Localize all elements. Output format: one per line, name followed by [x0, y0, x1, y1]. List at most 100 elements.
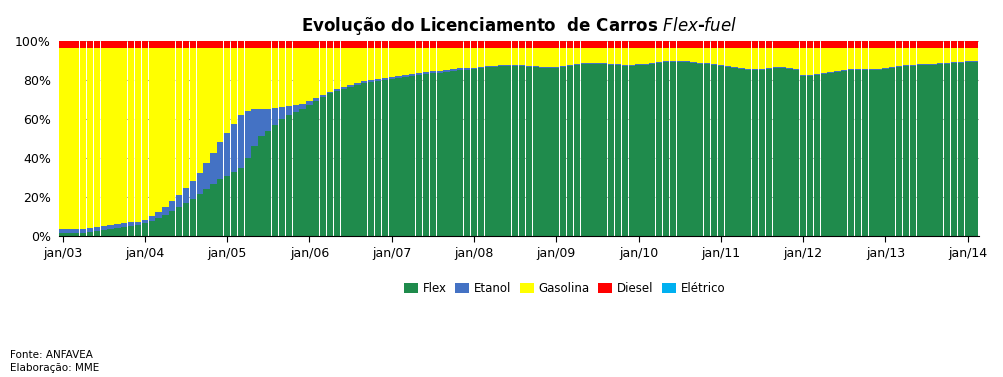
- Bar: [114, 41, 120, 48]
- Bar: [443, 48, 449, 70]
- Bar: [717, 66, 723, 236]
- Bar: [134, 48, 141, 222]
- Bar: [785, 41, 791, 48]
- Bar: [279, 48, 285, 107]
- Bar: [882, 69, 888, 236]
- Bar: [491, 67, 497, 236]
- Bar: [785, 48, 791, 68]
- Bar: [909, 66, 915, 236]
- Bar: [190, 181, 196, 199]
- Bar: [703, 41, 710, 48]
- Bar: [902, 65, 909, 66]
- Bar: [176, 207, 183, 236]
- Bar: [286, 48, 292, 106]
- Bar: [806, 75, 812, 76]
- Bar: [614, 48, 621, 64]
- Bar: [251, 109, 258, 146]
- Bar: [778, 41, 785, 48]
- Bar: [841, 70, 847, 71]
- Bar: [957, 48, 963, 62]
- Bar: [217, 143, 224, 179]
- Bar: [923, 41, 929, 48]
- Bar: [210, 48, 217, 153]
- Bar: [848, 69, 854, 70]
- Bar: [450, 48, 456, 69]
- Bar: [861, 69, 868, 70]
- Bar: [662, 41, 669, 48]
- Bar: [546, 48, 552, 67]
- Bar: [875, 41, 881, 48]
- Bar: [669, 61, 675, 62]
- Bar: [93, 227, 100, 231]
- Bar: [792, 69, 798, 70]
- Bar: [526, 66, 532, 67]
- Bar: [696, 64, 703, 236]
- Bar: [792, 48, 798, 69]
- Bar: [772, 68, 778, 236]
- Bar: [450, 41, 456, 48]
- Bar: [799, 41, 805, 48]
- Bar: [655, 63, 662, 236]
- Bar: [696, 63, 703, 64]
- Bar: [217, 179, 224, 236]
- Bar: [826, 48, 832, 72]
- Bar: [128, 227, 134, 236]
- Bar: [313, 101, 319, 236]
- Bar: [402, 48, 408, 75]
- Bar: [889, 41, 895, 48]
- Bar: [882, 48, 888, 68]
- Bar: [916, 64, 922, 65]
- Bar: [388, 41, 394, 48]
- Bar: [930, 64, 936, 65]
- Bar: [388, 77, 394, 79]
- Bar: [299, 48, 306, 104]
- Bar: [580, 41, 587, 48]
- Bar: [655, 62, 662, 63]
- Bar: [415, 48, 422, 74]
- Bar: [320, 95, 326, 97]
- Bar: [121, 41, 127, 48]
- Bar: [340, 87, 347, 89]
- Bar: [265, 130, 271, 236]
- Bar: [957, 41, 963, 48]
- Bar: [347, 48, 353, 85]
- Bar: [402, 75, 408, 77]
- Bar: [758, 41, 764, 48]
- Bar: [327, 41, 333, 48]
- Bar: [854, 70, 861, 236]
- Bar: [381, 41, 388, 48]
- Bar: [669, 41, 675, 48]
- Bar: [560, 41, 566, 48]
- Bar: [902, 48, 909, 65]
- Bar: [587, 63, 593, 64]
- Bar: [107, 48, 113, 225]
- Bar: [484, 66, 490, 67]
- Bar: [374, 81, 381, 236]
- Bar: [642, 65, 648, 236]
- Bar: [497, 48, 505, 65]
- Bar: [374, 79, 381, 81]
- Bar: [826, 72, 832, 73]
- Bar: [436, 41, 442, 48]
- Bar: [477, 67, 483, 68]
- Bar: [717, 41, 723, 48]
- Bar: [155, 218, 161, 236]
- Bar: [238, 115, 244, 168]
- Bar: [170, 201, 176, 211]
- Bar: [73, 41, 79, 48]
- Bar: [251, 48, 258, 109]
- Bar: [724, 66, 730, 67]
- Bar: [642, 48, 648, 64]
- Bar: [546, 67, 552, 68]
- Bar: [601, 48, 607, 63]
- Bar: [923, 64, 929, 65]
- Bar: [916, 41, 922, 48]
- Bar: [170, 48, 176, 201]
- Bar: [703, 64, 710, 236]
- Legend: Flex, Etanol, Gasolina, Diesel, Elétrico: Flex, Etanol, Gasolina, Diesel, Elétrico: [399, 277, 729, 300]
- Bar: [368, 82, 374, 236]
- Bar: [560, 66, 566, 67]
- Bar: [580, 64, 587, 236]
- Bar: [292, 48, 299, 105]
- Bar: [560, 48, 566, 66]
